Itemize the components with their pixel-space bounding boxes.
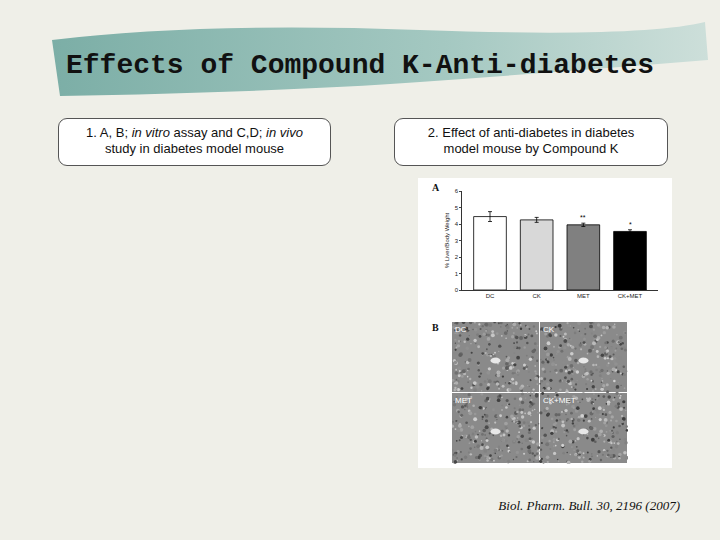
svg-text:3: 3 xyxy=(455,238,459,244)
svg-text:5: 5 xyxy=(455,205,459,211)
svg-text:*: * xyxy=(629,221,632,228)
svg-text:CK+MET: CK+MET xyxy=(618,293,643,299)
html-text:Effects of Compound K-Anti-dia: Effects of Compound K-Anti-diabetes xyxy=(66,50,655,81)
html-text:1. A, B; in vitro assay and C,: 1. A, B; in vitro assay and C,D; in vivo xyxy=(86,125,303,140)
svg-text:MET: MET xyxy=(455,396,472,405)
svg-text:% Liver/Body Weight: % Liver/Body Weight xyxy=(444,212,450,268)
svg-text:0: 0 xyxy=(455,287,459,293)
html-text:B: B xyxy=(432,322,439,333)
svg-text:6: 6 xyxy=(455,188,459,194)
html-text:model mouse by Compound K: model mouse by Compound K xyxy=(443,141,619,156)
html-text:study in diabetes model mouse: study in diabetes model mouse xyxy=(104,141,285,156)
svg-text:DC: DC xyxy=(455,325,467,334)
html-text:2. Effect of anti-diabetes in: 2. Effect of anti-diabetes in diabetes xyxy=(427,125,635,140)
svg-text:2: 2 xyxy=(455,254,459,260)
svg-text:**: ** xyxy=(580,214,586,221)
svg-text:CK: CK xyxy=(543,325,555,334)
svg-text:CK: CK xyxy=(532,293,540,299)
svg-text:4: 4 xyxy=(455,221,459,227)
svg-text:DC: DC xyxy=(486,293,495,299)
svg-text:MET: MET xyxy=(577,293,590,299)
svg-text:CK+MET: CK+MET xyxy=(543,396,576,405)
svg-text:1: 1 xyxy=(455,271,459,277)
html-text:Biol. Pharm. Bull. 30, 2196 (2: Biol. Pharm. Bull. 30, 2196 (2007) xyxy=(498,498,680,513)
html-text:A: A xyxy=(432,182,440,193)
